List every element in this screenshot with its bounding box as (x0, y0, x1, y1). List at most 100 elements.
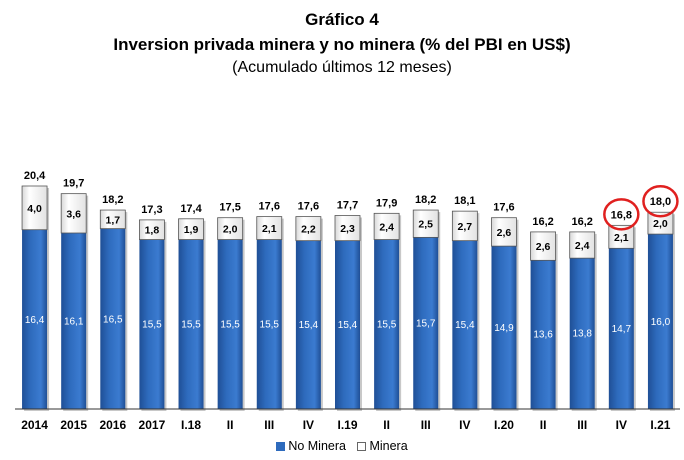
bar-no-minera (530, 260, 556, 409)
data-label-total: 16,8 (611, 209, 632, 221)
x-tick-label: 2017 (139, 418, 166, 432)
bar-no-minera (217, 239, 243, 409)
chart-note: (Acumulado últimos 12 meses) (232, 59, 452, 76)
data-label-total: 19,7 (63, 178, 84, 190)
data-label-minera: 2,6 (497, 227, 512, 239)
data-label-total: 20,4 (24, 170, 46, 182)
data-label-total: 18,1 (454, 195, 475, 207)
bar-no-minera (100, 228, 126, 409)
bar-minera (295, 216, 322, 242)
data-label-no-minera: 15,4 (299, 320, 319, 331)
legend-item-no-minera: No Minera (276, 439, 346, 453)
x-tick-label: III (421, 418, 431, 432)
data-label-total: 18,2 (102, 194, 123, 206)
x-tick-label: II (227, 418, 234, 432)
data-label-total: 17,9 (376, 197, 397, 209)
data-label-minera: 1,8 (145, 225, 160, 237)
bar-no-minera (22, 229, 48, 409)
bar-minera (139, 219, 165, 240)
data-label-no-minera: 16,5 (103, 314, 123, 325)
data-label-no-minera: 16,1 (64, 317, 84, 328)
x-tick-label: I.20 (494, 418, 514, 432)
data-label-total: 16,2 (571, 216, 592, 228)
data-label-total: 17,6 (259, 201, 280, 213)
bar-minera (647, 211, 674, 235)
data-label-no-minera: 13,8 (572, 329, 592, 340)
x-tick-label: I.19 (337, 418, 357, 432)
legend-label-no-minera: No Minera (288, 438, 346, 453)
bar-minera (491, 217, 517, 247)
x-tick-label: II (383, 418, 390, 432)
bar-no-minera (413, 237, 439, 409)
data-label-no-minera: 15,7 (416, 319, 436, 330)
data-label-minera: 4,0 (27, 203, 42, 215)
data-label-minera: 2,1 (614, 232, 629, 244)
chart-subtitle: Inversion privada minera y no minera (% … (113, 35, 571, 54)
data-label-no-minera: 14,7 (612, 324, 632, 335)
bar-no-minera (608, 248, 634, 409)
x-tick-label: 2016 (99, 418, 126, 432)
bar-no-minera (61, 233, 87, 409)
data-label-no-minera: 15,5 (142, 320, 162, 331)
x-tick-label: 2014 (21, 418, 48, 432)
bar-minera (178, 218, 204, 240)
bar-no-minera (256, 239, 282, 409)
highlight-circle (642, 184, 679, 218)
data-label-minera: 1,9 (184, 224, 199, 236)
data-label-minera: 3,6 (66, 208, 81, 220)
data-label-total: 18,2 (415, 194, 436, 206)
data-label-total: 17,5 (219, 202, 240, 214)
x-tick-label: I.21 (650, 418, 670, 432)
data-label-total: 18,0 (650, 196, 671, 208)
bar-minera (256, 216, 283, 240)
legend-swatch-no-minera (276, 441, 286, 451)
data-label-no-minera: 16,0 (651, 317, 671, 328)
data-label-no-minera: 15,5 (377, 320, 397, 331)
legend-swatch-minera (357, 441, 367, 451)
data-label-total: 17,4 (180, 203, 202, 215)
data-label-minera: 1,7 (105, 214, 120, 226)
data-label-total: 17,6 (493, 202, 514, 214)
data-label-no-minera: 16,4 (25, 315, 45, 326)
data-label-minera: 2,5 (418, 219, 433, 231)
x-tick-label: III (264, 418, 274, 432)
chart-legend: No Minera Minera (0, 438, 684, 453)
x-tick-label: III (577, 418, 587, 432)
legend-item-minera: Minera (357, 438, 408, 453)
data-label-total: 17,6 (298, 201, 319, 213)
data-label-total: 17,7 (337, 200, 358, 212)
x-tick-label: IV (616, 418, 627, 432)
highlight-circle (603, 198, 640, 231)
bar-minera (608, 224, 635, 249)
x-tick-label: IV (303, 418, 314, 432)
bar-minera (217, 217, 244, 240)
bar-no-minera (452, 240, 478, 409)
bar-no-minera (335, 240, 360, 409)
bar-no-minera (295, 240, 321, 409)
x-tick-label: IV (459, 418, 470, 432)
x-tick-label: 2015 (60, 418, 87, 432)
bar-minera (569, 231, 596, 259)
bar-minera (99, 209, 126, 230)
data-label-total: 17,3 (141, 204, 162, 216)
data-label-minera: 2,4 (575, 240, 590, 252)
data-label-minera: 2,4 (379, 221, 394, 233)
data-label-minera: 2,7 (458, 221, 473, 233)
bar-minera (530, 231, 556, 261)
data-label-minera: 2,2 (301, 224, 316, 236)
bar-minera (60, 193, 87, 234)
data-label-minera: 2,3 (340, 223, 355, 235)
data-label-no-minera: 13,6 (533, 330, 553, 341)
bar-no-minera (374, 239, 400, 409)
data-label-minera: 2,6 (536, 241, 551, 253)
legend-label-minera: Minera (369, 438, 408, 453)
bar-no-minera (569, 258, 595, 409)
data-label-no-minera: 15,5 (220, 320, 240, 331)
data-label-total: 16,2 (532, 216, 553, 228)
x-tick-label: II (540, 418, 547, 432)
bar-minera (412, 209, 439, 238)
data-label-no-minera: 15,4 (455, 320, 475, 331)
data-label-no-minera: 15,5 (260, 320, 280, 331)
data-label-no-minera: 15,5 (181, 320, 201, 331)
